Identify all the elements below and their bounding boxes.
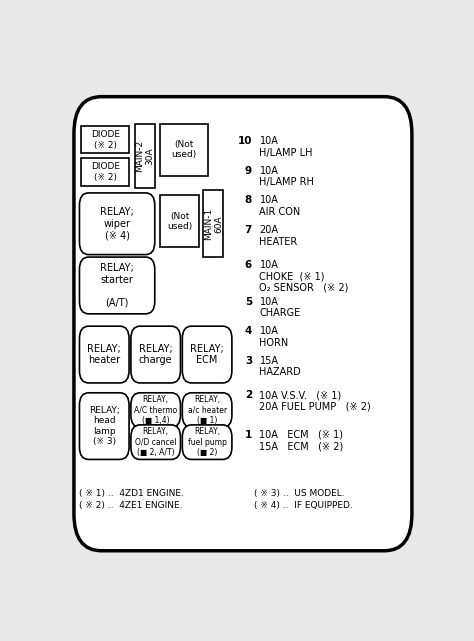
Text: 10A
H/LAMP RH: 10A H/LAMP RH [259,166,314,187]
Text: 10A
CHOKE  (※ 1)
O₂ SENSOR   (※ 2): 10A CHOKE (※ 1) O₂ SENSOR (※ 2) [259,260,349,293]
Text: 10A
H/LAMP LH: 10A H/LAMP LH [259,136,313,158]
FancyBboxPatch shape [131,393,181,428]
FancyBboxPatch shape [135,124,155,188]
Text: 10A
CHARGE: 10A CHARGE [259,297,301,318]
Text: RELAY;
ECM: RELAY; ECM [190,344,224,365]
Text: RELAY,
O/D cancel
(■ 2, A/T): RELAY, O/D cancel (■ 2, A/T) [135,428,176,457]
FancyBboxPatch shape [80,257,155,314]
Text: RELAY,
A/C thermo
(■ 1,4): RELAY, A/C thermo (■ 1,4) [134,395,177,425]
Text: (Not
used): (Not used) [167,212,192,231]
Text: 10A V.S.V.   (※ 1)
20A FUEL PUMP   (※ 2): 10A V.S.V. (※ 1) 20A FUEL PUMP (※ 2) [259,390,371,412]
Text: 10: 10 [237,136,252,146]
Text: (Not
used): (Not used) [172,140,197,160]
FancyBboxPatch shape [80,393,129,460]
Text: RELAY;
head
lamp
(※ 3): RELAY; head lamp (※ 3) [89,406,119,446]
FancyBboxPatch shape [182,425,232,460]
FancyBboxPatch shape [80,193,155,254]
FancyBboxPatch shape [131,425,181,460]
Text: 2: 2 [245,390,252,401]
Text: RELAY;
wiper
(※ 4): RELAY; wiper (※ 4) [100,207,134,240]
Text: 10A
HORN: 10A HORN [259,326,289,348]
Text: 6: 6 [245,260,252,270]
Text: RELAY,
a/c heater
(■ 1): RELAY, a/c heater (■ 1) [188,395,227,425]
Text: ( ※ 2) ..  4ZE1 ENGINE.: ( ※ 2) .. 4ZE1 ENGINE. [80,501,183,510]
Text: DIODE
(※ 2): DIODE (※ 2) [91,130,119,149]
FancyBboxPatch shape [160,196,199,247]
Text: 4: 4 [245,326,252,336]
FancyBboxPatch shape [131,326,181,383]
Text: DIODE
(※ 2): DIODE (※ 2) [91,162,119,181]
Text: ( ※ 3) ..  US MODEL.: ( ※ 3) .. US MODEL. [254,489,345,498]
Text: 15A
HAZARD: 15A HAZARD [259,356,301,378]
Text: 10A
AIR CON: 10A AIR CON [259,196,301,217]
Text: RELAY;
starter

(A/T): RELAY; starter (A/T) [100,263,134,308]
Text: RELAY;
charge: RELAY; charge [139,344,173,365]
Text: 5: 5 [245,297,252,306]
FancyBboxPatch shape [82,158,129,185]
FancyBboxPatch shape [82,126,129,153]
FancyBboxPatch shape [160,124,208,176]
FancyBboxPatch shape [182,326,232,383]
Text: ( ※ 4) ..  IF EQUIPPED.: ( ※ 4) .. IF EQUIPPED. [254,501,353,510]
Text: 10A   ECM   (※ 1)
15A   ECM   (※ 2): 10A ECM (※ 1) 15A ECM (※ 2) [259,430,344,451]
Text: MAIN-1
60A: MAIN-1 60A [204,208,223,240]
Text: MAIN-2
30A: MAIN-2 30A [135,140,155,172]
FancyBboxPatch shape [74,97,412,551]
Text: 3: 3 [245,356,252,366]
FancyBboxPatch shape [203,190,223,257]
Text: ( ※ 1) ..  4ZD1 ENGINE.: ( ※ 1) .. 4ZD1 ENGINE. [80,489,184,498]
Text: 9: 9 [245,166,252,176]
Text: 20A
HEATER: 20A HEATER [259,225,298,247]
Text: RELAY;
heater: RELAY; heater [87,344,121,365]
FancyBboxPatch shape [182,393,232,428]
Text: RELAY,
fuel pump
(■ 2): RELAY, fuel pump (■ 2) [188,428,227,457]
Text: 8: 8 [245,196,252,205]
FancyBboxPatch shape [80,326,129,383]
Text: 7: 7 [245,225,252,235]
Text: 1: 1 [245,430,252,440]
